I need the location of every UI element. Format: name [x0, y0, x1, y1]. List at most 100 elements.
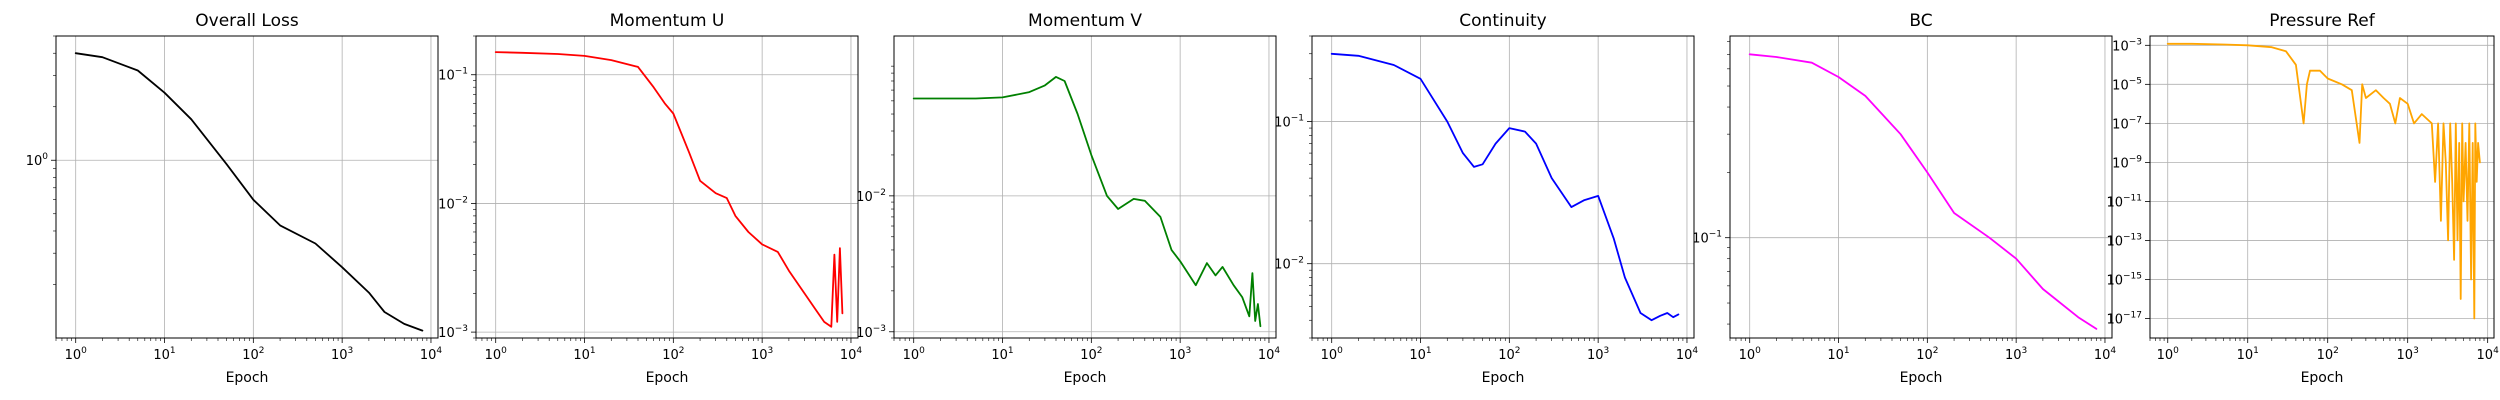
y-tick-label: 10−3: [2112, 37, 2142, 54]
tick-exponent: 4: [2493, 346, 2499, 356]
tick-exponent: 3: [1186, 346, 1192, 356]
tick-base: 10: [840, 348, 857, 363]
axes-frame: [55, 35, 439, 339]
tick-exponent: 0: [2173, 346, 2179, 356]
tick-base: 10: [2477, 348, 2494, 363]
tick-base: 10: [2106, 234, 2123, 249]
tick-exponent: 3: [2413, 346, 2419, 356]
series-line: [1330, 52, 1680, 322]
x-tick-label: 104: [840, 346, 863, 363]
tick-exponent: −3: [873, 324, 886, 334]
tick-exponent: −3: [2129, 37, 2142, 47]
y-tick-label: 10−7: [2112, 115, 2142, 132]
tick-exponent: 1: [1008, 346, 1014, 356]
tick-base: 10: [2112, 156, 2129, 171]
tick-exponent: 2: [1515, 346, 1521, 356]
x-axis-label: Epoch: [1900, 370, 1943, 386]
tick-exponent: 2: [1933, 346, 1939, 356]
tick-exponent: 0: [1755, 346, 1761, 356]
series-line: [2166, 42, 2481, 320]
tick-base: 10: [662, 348, 679, 363]
tick-exponent: −7: [2129, 115, 2142, 125]
tick-base: 10: [331, 348, 348, 363]
tick-base: 10: [420, 348, 437, 363]
y-tick-label: 10−17: [2106, 310, 2142, 327]
tick-exponent: −2: [455, 195, 468, 205]
axes-frame: [1729, 35, 2113, 339]
tick-base: 10: [1739, 348, 1756, 363]
tick-base: 10: [856, 190, 873, 205]
x-tick-label: 101: [1827, 346, 1849, 363]
x-tick-label: 101: [153, 346, 175, 363]
tick-exponent: −15: [2123, 271, 2142, 281]
tick-exponent: 1: [170, 346, 176, 356]
chart-title: Momentum U: [610, 11, 725, 31]
tick-base: 10: [1916, 348, 1933, 363]
x-tick-label: 103: [1587, 346, 1609, 363]
tick-exponent: 3: [1604, 346, 1610, 356]
tick-base: 10: [1498, 348, 1515, 363]
x-axis-label: Epoch: [226, 370, 269, 386]
x-tick-label: 103: [2005, 346, 2027, 363]
y-tick-label: 10−2: [1274, 256, 1304, 273]
tick-exponent: 1: [1844, 346, 1850, 356]
tick-exponent: 0: [42, 152, 48, 162]
x-axis-label: Epoch: [1064, 370, 1107, 386]
tick-base: 10: [1274, 258, 1291, 273]
x-tick-label: 103: [751, 346, 773, 363]
tick-exponent: −11: [2123, 193, 2142, 203]
tick-exponent: 2: [259, 346, 265, 356]
tick-exponent: 2: [679, 346, 685, 356]
tick-base: 10: [1274, 116, 1291, 131]
tick-base: 10: [485, 348, 502, 363]
x-tick-label: 101: [1409, 346, 1431, 363]
tick-base: 10: [1676, 348, 1693, 363]
series-line: [912, 76, 1262, 328]
y-tick-label: 10−3: [856, 324, 886, 341]
tick-exponent: −17: [2123, 310, 2142, 320]
tick-base: 10: [1409, 348, 1426, 363]
x-tick-label: 103: [331, 346, 353, 363]
x-tick-label: 102: [662, 346, 684, 363]
series-line: [494, 51, 844, 328]
tick-exponent: −3: [455, 324, 468, 334]
tick-base: 10: [2317, 348, 2334, 363]
x-axis-label: Epoch: [2301, 370, 2344, 386]
axes-frame: [893, 35, 1277, 339]
tick-base: 10: [2005, 348, 2022, 363]
tick-exponent: −1: [1291, 114, 1304, 124]
series-line: [1748, 53, 2098, 330]
y-tick-label: 10−1: [1692, 230, 1722, 247]
x-tick-label: 103: [2397, 346, 2419, 363]
x-tick-label: 100: [1739, 346, 1762, 363]
tick-exponent: 4: [856, 346, 862, 356]
tick-base: 10: [2112, 117, 2129, 132]
tick-exponent: 4: [1692, 346, 1698, 356]
x-axis-label: Epoch: [646, 370, 689, 386]
series-line: [74, 52, 424, 332]
tick-base: 10: [903, 348, 920, 363]
chart-title: Pressure Ref: [2269, 11, 2376, 31]
chart-title: Overall Loss: [195, 11, 299, 31]
y-tick-label: 10−1: [1274, 114, 1304, 131]
tick-base: 10: [2112, 39, 2129, 54]
tick-base: 10: [2106, 195, 2123, 210]
y-tick-label: 10−13: [2106, 232, 2142, 249]
tick-base: 10: [856, 326, 873, 341]
x-tick-label: 102: [2317, 346, 2339, 363]
tick-exponent: −9: [2129, 154, 2143, 164]
tick-base: 10: [1321, 348, 1338, 363]
chart-title: Continuity: [1459, 11, 1546, 31]
tick-base: 10: [2106, 273, 2123, 288]
tick-base: 10: [2112, 78, 2129, 93]
y-tick-label: 10−3: [438, 324, 468, 341]
y-tick-label: 10−15: [2106, 271, 2142, 288]
y-tick-label: 10−2: [438, 195, 468, 212]
tick-base: 10: [1827, 348, 1844, 363]
tick-exponent: −2: [873, 188, 886, 198]
tick-base: 10: [1080, 348, 1097, 363]
